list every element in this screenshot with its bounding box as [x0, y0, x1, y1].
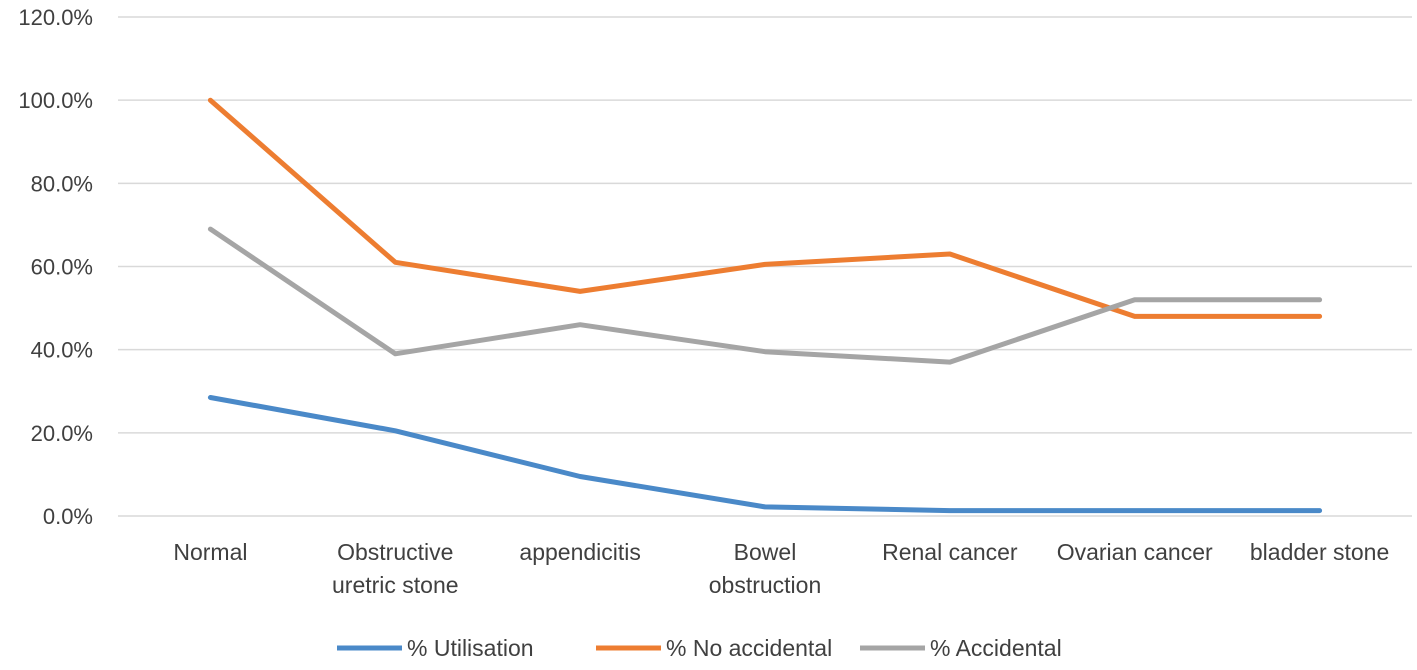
y-tick-label: 100.0% — [18, 88, 93, 113]
series-line-no-accidental — [207, 97, 1323, 319]
series-line-utilisation — [207, 395, 1323, 514]
y-tick-label: 80.0% — [31, 171, 93, 196]
legend-item: % No accidental — [596, 635, 832, 661]
legend-label: % Accidental — [930, 635, 1062, 661]
series-line-accidental — [207, 226, 1323, 365]
legend-item: % Utilisation — [337, 635, 534, 661]
y-tick-label: 120.0% — [18, 5, 93, 30]
y-axis-tick-labels: 0.0% 20.0% 40.0% 60.0% 80.0% 100.0% 120.0% — [18, 5, 93, 529]
x-category-label: bladder stone — [1250, 539, 1389, 565]
y-tick-label: 60.0% — [31, 255, 93, 280]
x-category-label: Ovarian cancer — [1057, 539, 1213, 565]
x-category-label: Normal — [173, 539, 247, 565]
x-category-label: appendicitis — [519, 539, 640, 565]
legend-item: % Accidental — [860, 635, 1062, 661]
y-tick-label: 0.0% — [43, 504, 93, 529]
x-category-label: Obstructive uretric stone — [332, 539, 459, 598]
x-axis-category-labels: Normal Obstructive uretric stone appendicit… — [173, 539, 1389, 598]
y-tick-label: 20.0% — [31, 421, 93, 446]
legend-label: % No accidental — [666, 635, 832, 661]
series-lines — [207, 97, 1323, 514]
x-category-label: Renal cancer — [882, 539, 1018, 565]
x-category-label: Bowel obstruction — [709, 539, 822, 598]
y-tick-label: 40.0% — [31, 338, 93, 363]
legend: % Utilisation % No accidental % Accidental — [337, 635, 1062, 661]
legend-label: % Utilisation — [407, 635, 534, 661]
